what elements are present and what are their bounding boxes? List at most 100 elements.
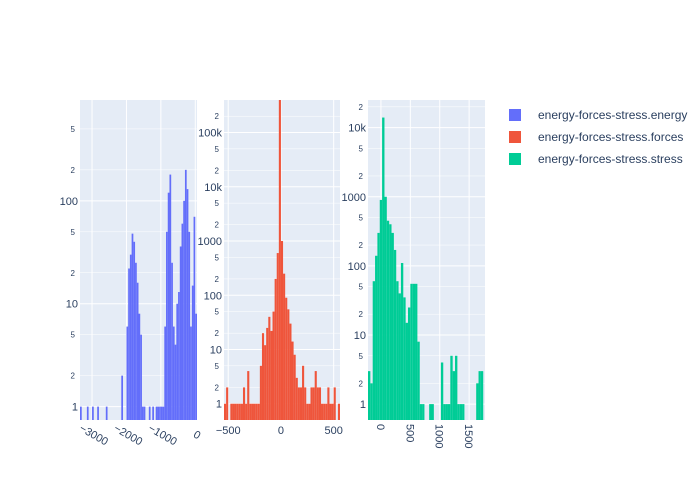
histogram-bar [176, 303, 179, 420]
histogram-bar [234, 403, 237, 420]
y-tick-label: 1000 [198, 236, 222, 248]
histogram-bar [270, 330, 273, 420]
y-minor-tick-label: 5 [71, 228, 76, 237]
histogram-bar [312, 387, 315, 420]
histogram-bar [247, 371, 250, 420]
histogram-bar [230, 403, 233, 420]
x-tick-label: −3000 [77, 422, 110, 448]
legend-item-energy[interactable]: energy-forces-stress.energy [505, 104, 687, 126]
histogram-bar [297, 387, 300, 420]
histogram-bar [476, 383, 479, 420]
y-tick-label: 100 [204, 290, 222, 302]
histogram-bar [171, 262, 173, 420]
histogram-bar [447, 404, 451, 420]
histogram-bar [396, 281, 399, 420]
histogram-bar [393, 249, 397, 420]
y-tick-label: 10 [66, 299, 78, 311]
legend-item-forces[interactable]: energy-forces-stress.forces [505, 126, 687, 148]
histogram-bar [195, 313, 197, 420]
histogram-bar [240, 403, 243, 420]
histogram-bar [285, 297, 288, 420]
histogram-bar [405, 322, 408, 420]
histogram-bar [415, 283, 418, 420]
panel-3: 1 10 100 1000 10k 2 5 2 5 2 5 2 5 2 0 500 1000 1500 [342, 100, 485, 448]
legend-swatch-energy [509, 109, 521, 121]
histogram-bar [372, 281, 376, 420]
histogram-bar [314, 371, 317, 420]
histogram-bar [382, 117, 385, 420]
histogram-bar [384, 196, 387, 420]
histogram-bar [403, 297, 406, 420]
histogram-bar [183, 200, 185, 420]
legend-item-stress[interactable]: energy-forces-stress.stress [505, 148, 687, 170]
histogram-bar [429, 404, 432, 420]
histogram-bar [162, 406, 165, 420]
y-minor-tick-label: 5 [215, 253, 220, 262]
histogram-bar [291, 341, 294, 420]
y-minor-tick-label: 2 [359, 379, 364, 388]
histogram-bar [191, 285, 194, 420]
histogram-bar [152, 406, 154, 420]
y-minor-tick-label: 5 [215, 308, 220, 317]
histogram-bar [295, 377, 298, 420]
histogram-bar [445, 404, 448, 420]
histogram-bar [457, 404, 460, 420]
histogram-bar [274, 278, 277, 420]
x-tick-label: 0 [191, 429, 202, 442]
histogram-bar [129, 254, 132, 420]
legend: energy-forces-stress.energy energy-force… [505, 104, 687, 170]
y-tick-label: 100 [60, 196, 78, 208]
plot-area [80, 100, 197, 420]
histogram-bar [190, 326, 192, 420]
y-minor-tick-label: 2 [71, 372, 76, 381]
histogram-bar [316, 387, 319, 420]
histogram-bar [452, 371, 456, 420]
y-tick-label: 1000 [342, 192, 366, 204]
histogram-bar [184, 169, 187, 420]
x-tick-label: 500 [324, 425, 342, 437]
y-minor-tick-label: 2 [215, 221, 220, 230]
histogram-bar [478, 371, 481, 420]
histogram-bar [186, 189, 189, 420]
legend-label-energy: energy-forces-stress.energy [538, 108, 688, 122]
histogram-bar [386, 220, 390, 420]
plot-area [368, 100, 485, 420]
histogram-bar [242, 387, 246, 420]
histogram-bar [410, 283, 413, 420]
histogram-bar [141, 406, 144, 420]
histogram-bar [264, 345, 267, 420]
y-tick-label: 100k [198, 128, 222, 140]
histogram-bar [268, 316, 271, 420]
histogram-bar [417, 341, 420, 420]
y-minor-tick-label: 2 [359, 103, 364, 112]
histogram-bar [143, 406, 146, 420]
histogram-bar [236, 403, 239, 420]
histogram-bar [193, 216, 196, 420]
histogram-bar [287, 309, 290, 420]
histogram-bar [400, 263, 404, 420]
histogram-bar [306, 403, 309, 420]
histogram-bar [422, 404, 425, 420]
histogram-bar [280, 241, 284, 420]
y-minor-tick-label: 5 [71, 125, 76, 134]
x-tick-label: 1000 [433, 424, 445, 448]
y-tick-label: 10 [210, 344, 222, 356]
panel-1: 1 10 100 2 5 2 5 2 5 −3000 −2000 −1000 0 [60, 100, 202, 448]
histogram-bar [308, 403, 311, 420]
histogram-bar [325, 403, 328, 420]
histogram-bar [431, 404, 434, 420]
y-minor-tick-label: 5 [359, 214, 364, 223]
y-minor-tick-label: 5 [359, 283, 364, 292]
histogram-bar [138, 313, 141, 420]
histogram-bar [440, 362, 444, 420]
x-tick-label: −500 [216, 425, 241, 437]
x-tick-label: 0 [278, 425, 284, 437]
histogram-bar [327, 387, 330, 420]
histogram-bar [255, 403, 258, 420]
histogram-bar [188, 231, 191, 420]
histogram-bar [97, 406, 99, 420]
histogram-bar [272, 311, 275, 420]
histogram-bar [293, 354, 296, 420]
histogram-bar [166, 231, 168, 420]
histogram-bar [443, 404, 446, 420]
